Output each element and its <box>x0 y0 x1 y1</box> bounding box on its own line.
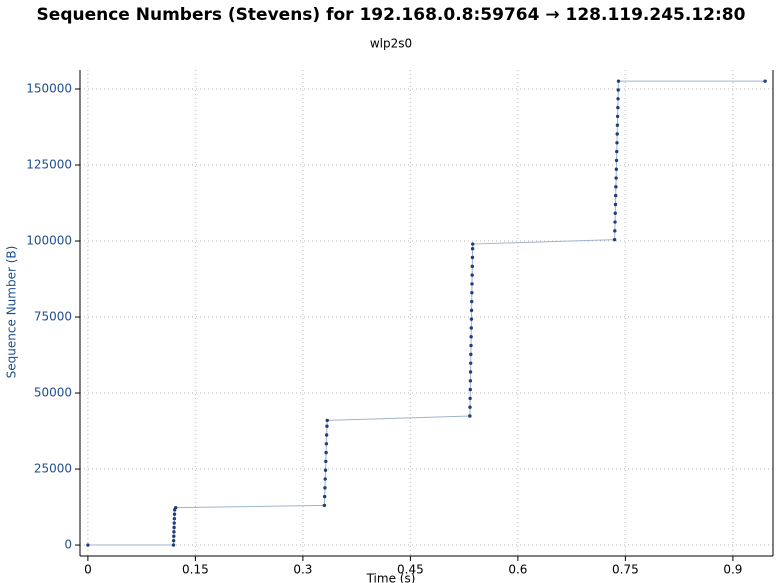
point <box>616 97 620 101</box>
point <box>763 79 767 83</box>
x-tick-label: 0 <box>84 563 92 577</box>
y-axis-label: Sequence Number (B) <box>5 246 19 379</box>
point <box>86 543 90 547</box>
point <box>171 543 176 547</box>
point <box>172 521 176 525</box>
x-tick-label: 0.3 <box>293 563 312 577</box>
point <box>614 158 619 163</box>
point <box>172 516 177 521</box>
x-tick-label: 0.45 <box>397 563 424 577</box>
x-tick-label: 0.75 <box>612 563 639 577</box>
point <box>172 534 176 538</box>
y-tick-label: 150000 <box>26 82 72 96</box>
point <box>469 317 474 321</box>
point <box>323 468 328 472</box>
point <box>615 114 620 119</box>
point <box>324 450 328 455</box>
point <box>173 505 178 510</box>
point <box>171 538 176 543</box>
point <box>469 352 473 357</box>
y-tick-label: 0 <box>64 538 72 552</box>
point <box>324 433 329 437</box>
x-axis-label: Time (s) <box>366 572 416 583</box>
point <box>615 123 620 127</box>
chart-subtitle: wlp2s0 <box>370 37 412 51</box>
point <box>614 185 618 189</box>
point <box>471 242 475 246</box>
point <box>616 88 620 92</box>
point <box>323 477 327 481</box>
point <box>324 459 328 464</box>
point <box>172 512 177 516</box>
point <box>468 405 472 409</box>
y-tick-label: 50000 <box>34 386 72 400</box>
chart-title: Sequence Numbers (Stevens) for 192.168.0… <box>37 5 746 25</box>
point <box>468 387 472 392</box>
point <box>470 299 474 304</box>
point <box>468 396 472 401</box>
point <box>616 79 621 83</box>
point <box>615 141 619 145</box>
point <box>470 291 474 295</box>
point <box>470 273 474 277</box>
x-tick-label: 0.9 <box>723 563 742 577</box>
point <box>468 414 472 418</box>
point <box>468 370 473 374</box>
point <box>322 494 327 499</box>
point <box>325 424 329 428</box>
point <box>470 264 474 269</box>
y-tick-label: 25000 <box>34 462 72 476</box>
point <box>470 282 474 286</box>
point <box>612 237 617 242</box>
point <box>470 247 475 251</box>
y-tick-label: 100000 <box>26 234 72 248</box>
series-line <box>87 80 766 546</box>
point <box>323 486 327 490</box>
point <box>613 229 617 233</box>
point <box>469 343 473 348</box>
point <box>325 418 329 423</box>
point <box>469 308 474 313</box>
point <box>613 211 617 215</box>
point <box>614 176 618 180</box>
point <box>172 530 176 534</box>
point <box>615 132 619 136</box>
point <box>613 202 618 207</box>
point <box>172 525 176 530</box>
x-tick-label: 0.15 <box>182 563 209 577</box>
point <box>614 167 619 171</box>
point <box>324 442 329 446</box>
y-tick-label: 75000 <box>34 310 72 324</box>
y-tick-label: 125000 <box>26 158 72 172</box>
point <box>615 149 619 154</box>
point <box>469 361 473 365</box>
point <box>613 193 618 198</box>
point <box>322 503 327 508</box>
x-tick-label: 0.6 <box>508 563 527 577</box>
point <box>469 326 473 330</box>
point <box>468 379 473 383</box>
point <box>613 220 617 224</box>
point <box>469 335 473 339</box>
point <box>470 255 475 260</box>
point <box>616 105 620 110</box>
